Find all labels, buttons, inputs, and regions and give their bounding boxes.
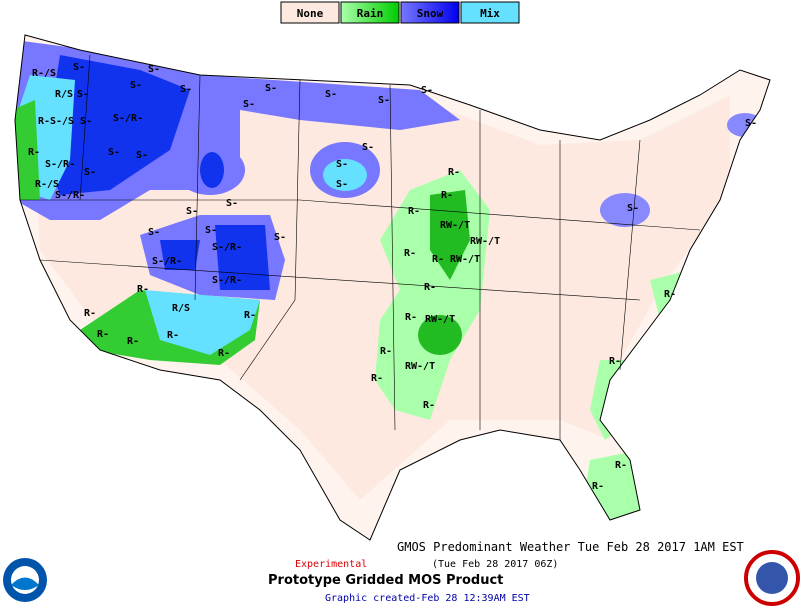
weather-label: R- — [38, 116, 50, 127]
weather-label: RW-/T — [470, 236, 500, 247]
weather-label: R- — [441, 190, 453, 201]
weather-label: R- — [423, 400, 435, 411]
weather-label: RW-/T — [450, 254, 480, 265]
experimental: Experimental — [295, 559, 367, 570]
legend-label: None — [297, 7, 324, 20]
weather-label: R- — [664, 289, 676, 300]
weather-label: R/S — [172, 303, 190, 314]
weather-label: S-/R- — [113, 113, 143, 124]
legend-swatch — [280, 1, 340, 24]
weather-label: R- — [615, 460, 627, 471]
weather-label: S- — [325, 89, 337, 100]
weather-label: R- — [424, 282, 436, 293]
weather-label: R- — [371, 373, 383, 384]
legend-label: Rain — [357, 7, 384, 20]
weather-label: S- — [148, 227, 160, 238]
nws-logo — [744, 550, 800, 606]
weather-label: S- — [186, 206, 198, 217]
weather-label: R- — [432, 254, 444, 265]
weather-label: R- — [137, 284, 149, 295]
weather-label: R- — [609, 356, 621, 367]
weather-label: S- — [136, 150, 148, 161]
noaa-logo — [3, 558, 47, 602]
subtitle: (Tue Feb 28 2017 06Z) — [432, 559, 558, 570]
weather-label: R- — [28, 147, 40, 158]
legend: None Rain Snow Mix — [280, 1, 520, 24]
weather-label: S- — [336, 179, 348, 190]
weather-label: R/S — [55, 89, 73, 100]
weather-label: S- — [130, 80, 142, 91]
weather-label: S- — [274, 232, 286, 243]
legend-swatch — [460, 1, 520, 24]
weather-label: S-/S — [50, 116, 74, 127]
weather-label: R- — [404, 248, 416, 259]
weather-label: S- — [336, 159, 348, 170]
weather-label: R- — [408, 206, 420, 217]
weather-label: RW-/T — [440, 220, 470, 231]
weather-label: R-/S — [35, 179, 59, 190]
weather-label: S-/R- — [55, 190, 85, 201]
state-lines — [20, 54, 701, 440]
created: Graphic created-Feb 28 12:39AM EST — [325, 593, 530, 604]
weather-label: S- — [205, 225, 217, 236]
title: GMOS Predominant Weather Tue Feb 28 2017… — [397, 540, 744, 554]
weather-label: R- — [380, 346, 392, 357]
weather-label: S- — [180, 84, 192, 95]
weather-label: S- — [84, 167, 96, 178]
coastline — [14, 34, 771, 541]
product: Prototype Gridded MOS Product — [268, 573, 503, 588]
weather-label: S- — [226, 198, 238, 209]
weather-label: R-/S — [32, 68, 56, 79]
weather-label: S- — [243, 99, 255, 110]
legend-label: Snow — [417, 7, 444, 20]
weather-label: S- — [745, 118, 757, 129]
legend-label: Mix — [480, 7, 500, 20]
weather-label: S- — [362, 142, 374, 153]
weather-label: S- — [265, 83, 277, 94]
weather-label: S- — [108, 147, 120, 158]
weather-label: S- — [421, 85, 433, 96]
weather-label: S-/R- — [212, 242, 242, 253]
weather-label: S- — [627, 203, 639, 214]
legend-swatch — [400, 1, 460, 24]
weather-label: RW-/T — [425, 314, 455, 325]
weather-label: S-/R- — [45, 159, 75, 170]
weather-label: S-/R- — [152, 256, 182, 267]
weather-label: S- — [148, 64, 160, 75]
labels: R-/SS- S-R/S S-S- S-R- S-/S S-/R-S-S- S-R-S-/R… — [28, 62, 757, 492]
weather-label: R- — [218, 348, 230, 359]
weather-label: S- — [378, 95, 390, 106]
weather-label: R- — [84, 308, 96, 319]
weather-label: S-/R- — [212, 275, 242, 286]
weather-label: S- — [73, 62, 85, 73]
weather-label: RW-/T — [405, 361, 435, 372]
weather-label: R- — [244, 310, 256, 321]
legend-swatch — [340, 1, 400, 24]
weather-label: R- — [405, 312, 417, 323]
weather-label: R- — [97, 329, 109, 340]
weather-label: S- — [80, 116, 92, 127]
weather-label: R- — [167, 330, 179, 341]
weather-label: R- — [448, 167, 460, 178]
weather-label: R- — [592, 481, 604, 492]
weather-label: S- — [77, 89, 89, 100]
weather-label: R- — [127, 336, 139, 347]
